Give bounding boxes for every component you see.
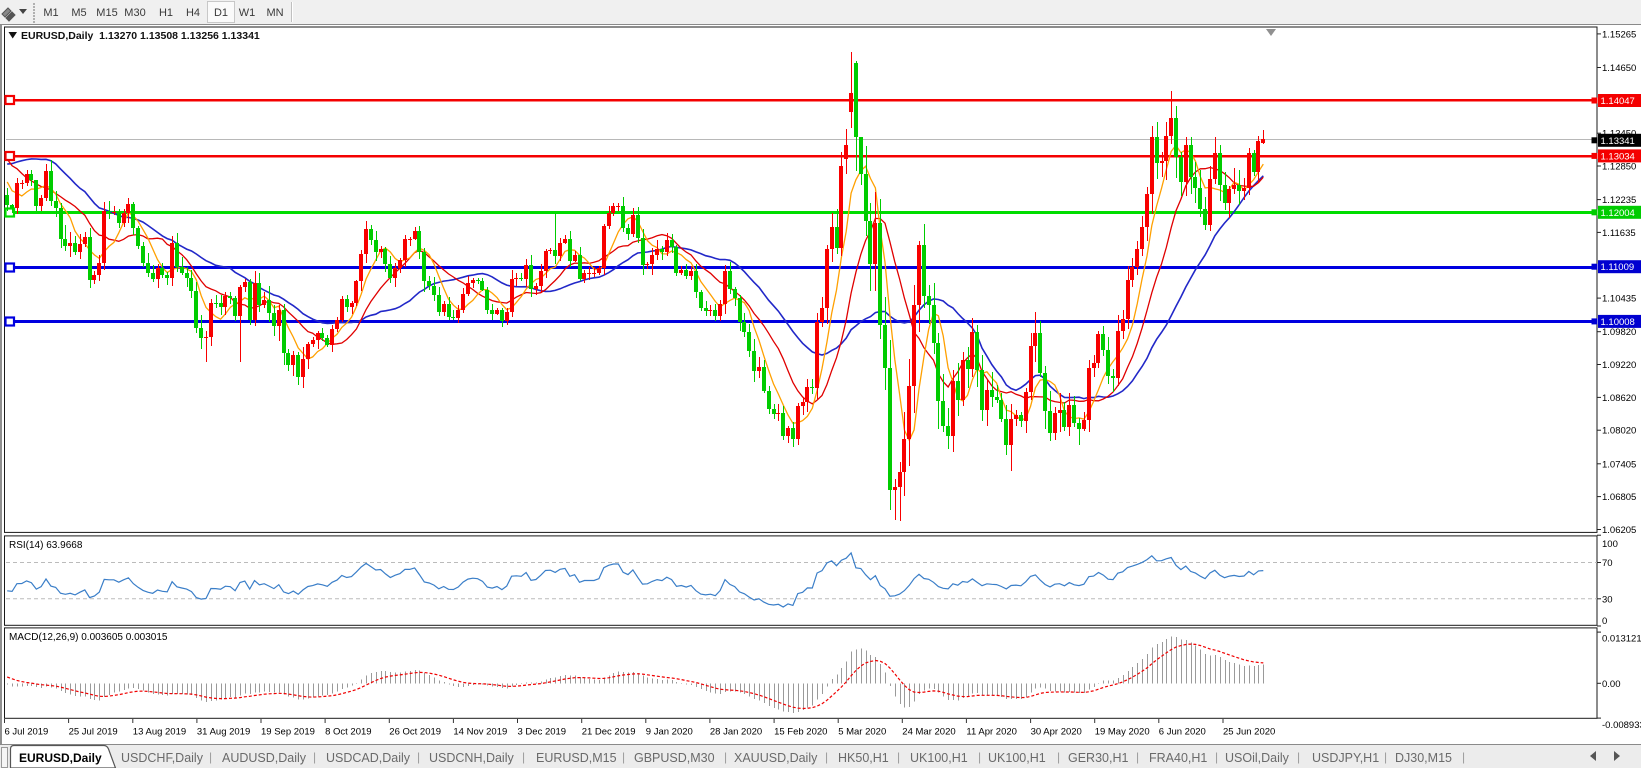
svg-text:70: 70 — [1602, 558, 1613, 569]
svg-text:19 Sep 2019: 19 Sep 2019 — [261, 727, 315, 738]
svg-text:28 Jan 2020: 28 Jan 2020 — [710, 727, 762, 738]
svg-text:|: | — [622, 750, 625, 764]
svg-text:UK100,H1: UK100,H1 — [988, 751, 1046, 765]
svg-text:-0.008933: -0.008933 — [1602, 720, 1641, 731]
svg-text:|: | — [209, 750, 212, 764]
svg-text:14 Nov 2019: 14 Nov 2019 — [453, 727, 507, 738]
svg-text:1.06805: 1.06805 — [1602, 492, 1636, 503]
svg-text:|: | — [1136, 750, 1139, 764]
svg-text:M5: M5 — [71, 7, 86, 19]
svg-text:1.08020: 1.08020 — [1602, 426, 1636, 437]
svg-text:|: | — [825, 750, 828, 764]
svg-text:0.013121: 0.013121 — [1602, 634, 1641, 645]
svg-text:UK100,H1: UK100,H1 — [910, 751, 968, 765]
svg-text:6 Jul 2019: 6 Jul 2019 — [5, 727, 49, 738]
svg-text:0.00: 0.00 — [1602, 679, 1621, 690]
svg-text:1.11635: 1.11635 — [1602, 228, 1636, 239]
svg-text:1.12004: 1.12004 — [1601, 208, 1635, 219]
svg-text:31 Aug 2019: 31 Aug 2019 — [197, 727, 250, 738]
svg-text:1.15265: 1.15265 — [1602, 29, 1636, 40]
svg-text:M1: M1 — [43, 7, 58, 19]
svg-text:1.12235: 1.12235 — [1602, 195, 1636, 206]
svg-text:|: | — [1057, 750, 1060, 764]
svg-text:EURUSD,Daily: EURUSD,Daily — [19, 751, 102, 765]
svg-text:|: | — [1215, 750, 1218, 764]
svg-text:D1: D1 — [214, 7, 228, 19]
svg-text:RSI(14) 63.9668: RSI(14) 63.9668 — [9, 540, 83, 551]
svg-text:11 Apr 2020: 11 Apr 2020 — [966, 727, 1017, 738]
svg-text:USDCNH,Daily: USDCNH,Daily — [429, 751, 514, 765]
svg-text:|: | — [897, 750, 900, 764]
svg-text:1.12850: 1.12850 — [1602, 162, 1636, 173]
svg-text:1.13034: 1.13034 — [1601, 151, 1635, 162]
svg-text:3 Dec 2019: 3 Dec 2019 — [518, 727, 567, 738]
svg-text:M15: M15 — [96, 7, 117, 19]
svg-text:DJ30,M15: DJ30,M15 — [1395, 751, 1452, 765]
svg-text:FRA40,H1: FRA40,H1 — [1149, 751, 1207, 765]
svg-text:1.07405: 1.07405 — [1602, 459, 1636, 470]
svg-text:H1: H1 — [159, 7, 173, 19]
svg-text:1.13341: 1.13341 — [1601, 136, 1635, 147]
svg-text:|: | — [724, 750, 727, 764]
svg-text:MN: MN — [266, 7, 283, 19]
svg-text:|: | — [1297, 750, 1300, 764]
svg-text:1.10435: 1.10435 — [1602, 294, 1636, 305]
svg-text:6 Jun 2020: 6 Jun 2020 — [1159, 727, 1206, 738]
svg-text:M30: M30 — [124, 7, 145, 19]
svg-text:H4: H4 — [186, 7, 200, 19]
svg-text:MACD(12,26,9) 0.003605 0.00301: MACD(12,26,9) 0.003605 0.003015 — [9, 632, 168, 643]
svg-text:1.14047: 1.14047 — [1601, 96, 1635, 107]
svg-text:1.14650: 1.14650 — [1602, 63, 1636, 74]
svg-text:HK50,H1: HK50,H1 — [838, 751, 889, 765]
svg-text:1.06205: 1.06205 — [1602, 525, 1636, 536]
svg-text:13 Aug 2019: 13 Aug 2019 — [133, 727, 186, 738]
svg-text:5 Mar 2020: 5 Mar 2020 — [838, 727, 886, 738]
svg-text:1.09820: 1.09820 — [1602, 327, 1636, 338]
svg-text:AUDUSD,Daily: AUDUSD,Daily — [222, 751, 307, 765]
svg-text:19 May 2020: 19 May 2020 — [1095, 727, 1150, 738]
svg-text:25 Jul 2019: 25 Jul 2019 — [69, 727, 118, 738]
svg-text:15 Feb 2020: 15 Feb 2020 — [774, 727, 827, 738]
svg-text:1.09220: 1.09220 — [1602, 360, 1636, 371]
svg-text:9 Jan 2020: 9 Jan 2020 — [646, 727, 693, 738]
svg-text:EURUSD,Daily 1.13270 1.13508: EURUSD,Daily 1.13270 1.13508 1.13256 1.1… — [21, 30, 260, 42]
svg-text:1.10008: 1.10008 — [1601, 317, 1635, 328]
svg-text:100: 100 — [1602, 539, 1618, 550]
svg-text:30: 30 — [1602, 594, 1613, 605]
svg-text:25 Jun 2020: 25 Jun 2020 — [1223, 727, 1275, 738]
svg-text:0: 0 — [1602, 616, 1607, 627]
svg-text:8 Oct 2019: 8 Oct 2019 — [325, 727, 371, 738]
svg-text:USDCAD,Daily: USDCAD,Daily — [326, 751, 411, 765]
svg-text:|: | — [1384, 750, 1387, 764]
svg-text:|: | — [978, 750, 981, 764]
svg-text:1.08620: 1.08620 — [1602, 393, 1636, 404]
svg-text:|: | — [417, 750, 420, 764]
svg-text:W1: W1 — [239, 7, 256, 19]
svg-text:XAUUSD,Daily: XAUUSD,Daily — [734, 751, 818, 765]
svg-text:USDJPY,H1: USDJPY,H1 — [1312, 751, 1379, 765]
svg-text:USDCHF,Daily: USDCHF,Daily — [121, 751, 204, 765]
svg-text:GER30,H1: GER30,H1 — [1068, 751, 1128, 765]
svg-text:EURUSD,M15: EURUSD,M15 — [536, 751, 617, 765]
svg-text:GBPUSD,M30: GBPUSD,M30 — [634, 751, 715, 765]
svg-text:26 Oct 2019: 26 Oct 2019 — [389, 727, 441, 738]
svg-text:|: | — [313, 750, 316, 764]
svg-text:21 Dec 2019: 21 Dec 2019 — [582, 727, 636, 738]
svg-text:USOil,Daily: USOil,Daily — [1225, 751, 1290, 765]
svg-text:1.11009: 1.11009 — [1601, 262, 1635, 273]
svg-text:30 Apr 2020: 30 Apr 2020 — [1031, 727, 1082, 738]
svg-text:24 Mar 2020: 24 Mar 2020 — [902, 727, 955, 738]
svg-text:|: | — [1462, 750, 1465, 764]
svg-text:|: | — [522, 750, 525, 764]
